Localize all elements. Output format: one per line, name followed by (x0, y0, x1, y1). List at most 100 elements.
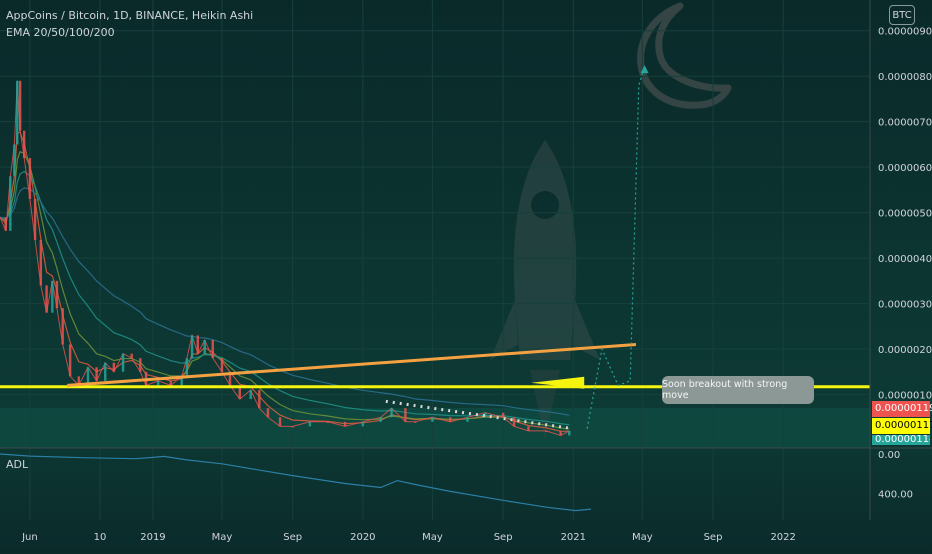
price-candle (484, 412, 487, 418)
x-tick-label: 2021 (561, 532, 586, 543)
price-candle (559, 430, 562, 436)
price-candle (220, 358, 224, 372)
price-tag-ema: 0.00000114 (872, 435, 930, 445)
price-candle (527, 426, 530, 431)
price-candle (568, 430, 571, 436)
price-candle (112, 362, 116, 372)
x-tick-label: May (212, 532, 233, 543)
price-candle (104, 362, 107, 381)
price-series (0, 80, 571, 437)
price-candle (211, 339, 214, 359)
price-candle (326, 421, 329, 423)
annotation-callout[interactable]: Soon breakout with strong move (662, 376, 814, 404)
y-tick-label: 0.00000100 (878, 391, 932, 402)
x-tick-label: 2022 (770, 532, 795, 543)
price-candle (68, 344, 72, 377)
price-candle (545, 430, 548, 432)
price-candle (139, 358, 142, 372)
price-candle (308, 421, 312, 427)
ema-100-line (0, 170, 570, 426)
adl-line (0, 453, 592, 512)
price-candle (431, 417, 434, 422)
price-candle (51, 280, 54, 313)
x-tick-label: 2020 (350, 532, 375, 543)
price-candle (185, 358, 189, 377)
wedge-fill (531, 376, 585, 389)
price-candle (258, 389, 261, 409)
price-candle (196, 335, 200, 354)
adl-pane (0, 453, 592, 512)
price-candle (449, 417, 452, 422)
price-candle (18, 80, 22, 131)
price-candle (4, 217, 7, 231)
projection-arrowhead (640, 65, 649, 74)
price-candle (190, 335, 194, 359)
price-candle (379, 417, 382, 422)
price-candle (13, 144, 16, 177)
price-candle (22, 130, 26, 159)
price-candle (203, 339, 206, 354)
adl-tick-label: 400.00 (878, 489, 913, 500)
price-candle (238, 385, 241, 400)
price-candle (512, 417, 516, 427)
price-candle (266, 408, 270, 418)
price-candle (501, 412, 505, 418)
x-tick-label: Sep (283, 532, 302, 543)
price-candle (130, 353, 133, 359)
price-candle (249, 389, 252, 400)
price-candle (9, 176, 12, 231)
price-candle (390, 408, 393, 418)
price-candle (180, 376, 183, 386)
price-candle (466, 417, 469, 422)
ema-200-line (0, 187, 570, 416)
price-candle (413, 421, 417, 423)
price-candle (86, 367, 90, 386)
rocket-logo-icon (490, 140, 600, 440)
ema-50-line (0, 150, 570, 430)
x-tick-label: Sep (494, 532, 513, 543)
price-candle (343, 421, 347, 427)
price-candle (156, 380, 160, 386)
x-tick-label: 2019 (140, 532, 165, 543)
moon-logo-icon (637, 2, 732, 109)
x-tick-label: May (422, 532, 443, 543)
price-candle (61, 308, 64, 345)
x-tick-label: Sep (704, 532, 723, 543)
price-candle (95, 367, 98, 381)
price-candle (33, 198, 37, 240)
price-candle (16, 80, 19, 145)
x-tick-label: May (632, 532, 653, 543)
price-candle (55, 280, 59, 309)
price-candle (228, 371, 232, 386)
price-candle (45, 285, 48, 313)
price-line (0, 80, 570, 437)
x-tick-label: Jun (21, 532, 38, 543)
price-candle (404, 408, 407, 422)
price-candle (291, 426, 294, 428)
price-candle (278, 417, 282, 427)
price-candle (121, 353, 125, 372)
grid (0, 0, 870, 520)
price-candle (28, 158, 32, 199)
currency-button[interactable]: BTC (889, 5, 915, 25)
price-candle (39, 239, 43, 286)
adl-label[interactable]: ADL (6, 458, 29, 471)
x-tick-label: 10 (94, 532, 107, 543)
price-tag-support: 0.00000117 (872, 418, 932, 434)
adl-tick-label: 0.00 (878, 450, 900, 461)
chart-title: AppCoins / Bitcoin, 1D, BINANCE, Heikin … (6, 9, 254, 22)
price-candle (77, 376, 80, 386)
indicator-legend[interactable]: EMA 20/50/100/200 (6, 26, 115, 39)
